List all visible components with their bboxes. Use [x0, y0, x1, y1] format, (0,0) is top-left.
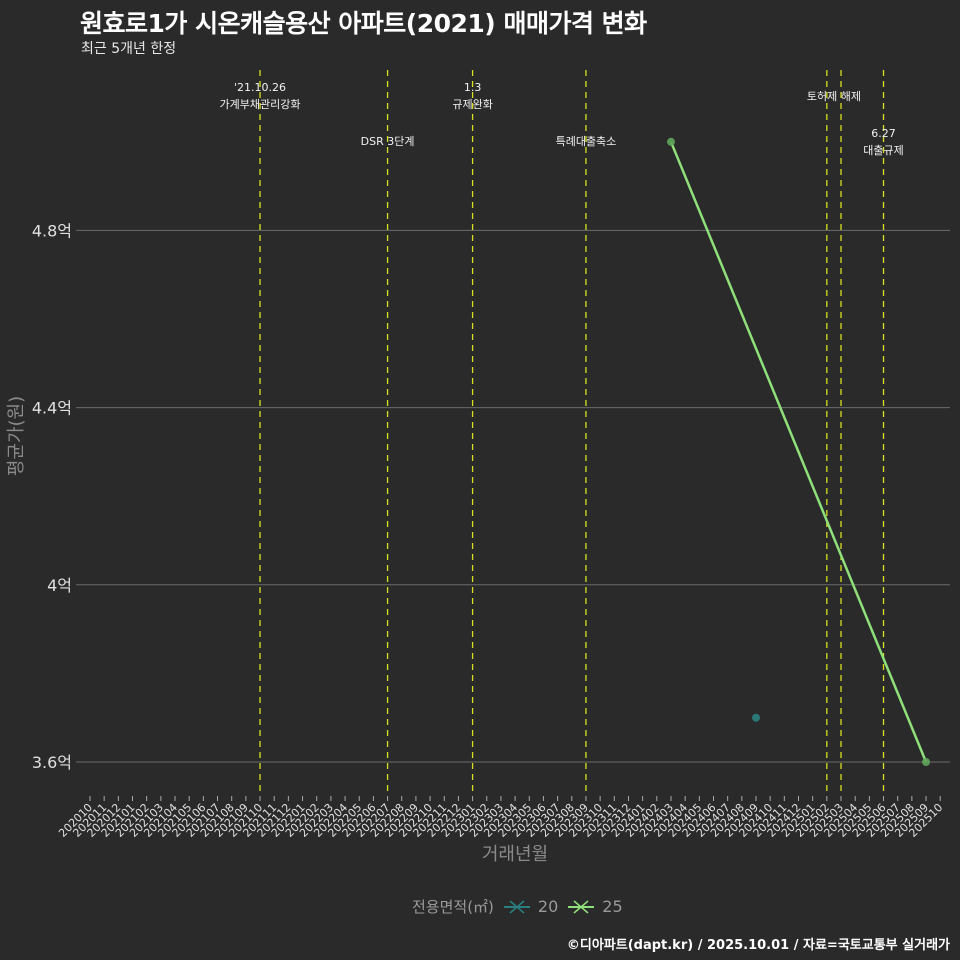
event-label: 1.3 [464, 81, 482, 94]
data-point [751, 713, 760, 722]
legend-line-x-icon [568, 899, 595, 914]
event-label: 특례대출축소 [556, 135, 617, 148]
chart-subtitle: 최근 5개년 한정 [81, 41, 177, 57]
event-label: 대출규제 [863, 144, 903, 157]
x-axis-title: 거래년월 [482, 844, 548, 865]
legend: 전용면적(㎡) 20 25 [412, 896, 633, 917]
gridlines [76, 229, 950, 763]
data-point [922, 758, 931, 766]
legend-item-20: 20 [503, 897, 559, 916]
y-tick-label: 4.4억 [32, 399, 72, 418]
source-caption: ©디아파트(dapt.kr) / 2025.10.01 / 자료=국토교통부 실… [566, 938, 950, 953]
y-tick-label: 4억 [47, 576, 72, 595]
legend-title: 전용면적(㎡) [412, 898, 494, 916]
legend-item-25: 25 [568, 897, 623, 916]
event-label: 토허제 해제 [807, 89, 861, 103]
legend-label: 20 [537, 897, 559, 916]
event-label: 6.27 [871, 127, 896, 140]
event-label: '21.10.26 [234, 81, 286, 94]
event-label: 가계부채관리강화 [220, 98, 301, 111]
y-axis-ticks: 3.6억 4억 4.4억 4.8억 [32, 221, 72, 772]
legend-label: 25 [602, 897, 623, 916]
legend-line-x-icon [503, 899, 530, 914]
event-label: 규제완화 [452, 98, 492, 111]
event-label: DSR 3단계 [361, 135, 415, 148]
x-axis-ticks: 2020102020112020122021012021022021032021… [56, 796, 945, 840]
y-tick-label: 3.6억 [32, 753, 72, 772]
series-line-25 [669, 141, 928, 763]
chart-title: 원효로1가 시온캐슬용산 아파트(2021) 매매가격 변화 [80, 9, 647, 38]
y-tick-label: 4.8억 [32, 221, 72, 240]
y-axis-title: 평균가(원) [6, 396, 27, 476]
data-series [666, 137, 931, 766]
data-point [666, 137, 675, 146]
